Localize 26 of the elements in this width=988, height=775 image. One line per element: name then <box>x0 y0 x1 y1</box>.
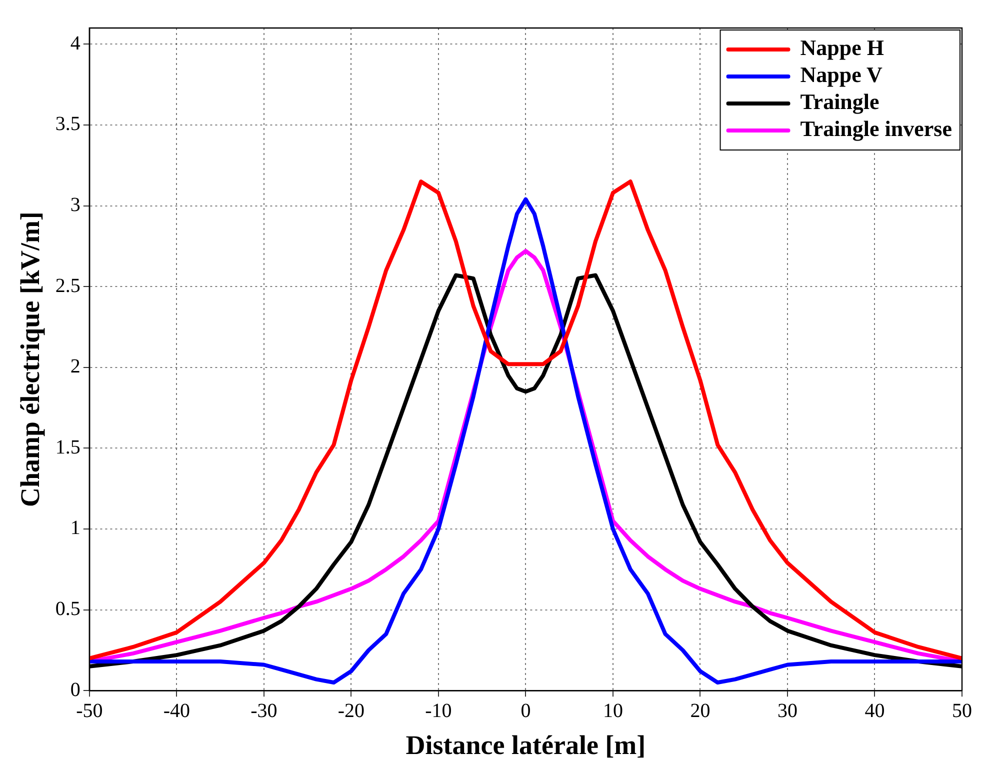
y-tick-label: 2 <box>70 356 80 378</box>
x-tick-label: 50 <box>952 700 972 722</box>
y-tick-label: 3 <box>70 194 80 216</box>
y-tick-label: 2.5 <box>55 274 80 297</box>
legend-label: Nappe V <box>800 62 882 88</box>
y-tick-label: 1.5 <box>55 436 80 458</box>
x-tick-label: 20 <box>690 700 710 722</box>
y-tick-label: 0.5 <box>55 598 80 620</box>
x-tick-label: 30 <box>777 700 798 722</box>
y-tick-label: 1 <box>70 517 80 540</box>
x-tick-label: -20 <box>338 700 365 722</box>
legend-label: Traingle inverse <box>800 116 952 142</box>
legend-label: Traingle <box>800 89 880 114</box>
y-tick-label: 3.5 <box>55 113 80 136</box>
x-tick-label: -50 <box>76 700 103 722</box>
y-axis-title: Champ électrique [kV/m] <box>15 212 46 508</box>
x-axis-title: Distance latérale [m] <box>406 730 646 760</box>
x-tick-label: 40 <box>864 700 885 722</box>
x-tick-label: -10 <box>425 700 452 722</box>
y-tick-label: 0 <box>70 678 80 701</box>
legend-label: Nappe H <box>800 35 884 60</box>
x-tick-label: -40 <box>163 700 190 722</box>
x-tick-label: 0 <box>520 700 531 722</box>
x-tick-label: -30 <box>250 700 278 722</box>
x-tick-label: 10 <box>602 700 623 722</box>
y-tick-label: 4 <box>70 32 80 54</box>
